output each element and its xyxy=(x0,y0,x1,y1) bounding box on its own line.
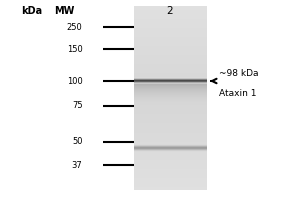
Text: 100: 100 xyxy=(67,76,82,86)
Text: 2: 2 xyxy=(166,6,173,16)
Text: 50: 50 xyxy=(72,138,83,146)
Text: MW: MW xyxy=(54,6,75,16)
Text: 75: 75 xyxy=(72,102,83,110)
Text: 37: 37 xyxy=(72,160,83,170)
Text: 150: 150 xyxy=(67,45,82,53)
Text: Ataxin 1: Ataxin 1 xyxy=(219,90,256,98)
Text: 250: 250 xyxy=(67,22,82,31)
Text: kDa: kDa xyxy=(21,6,42,16)
Text: ~98 kDa: ~98 kDa xyxy=(219,70,259,78)
